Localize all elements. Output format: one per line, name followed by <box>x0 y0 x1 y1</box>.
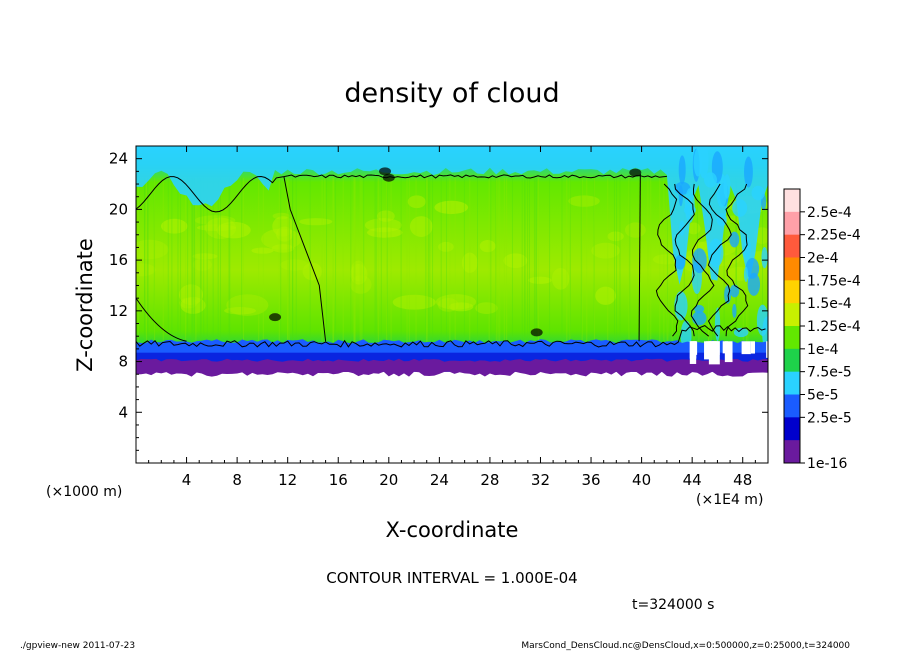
time-label: t=324000 s <box>632 597 714 613</box>
colorbar-segment <box>784 326 800 350</box>
x-unit-label: (×1E4 m) <box>696 492 763 508</box>
colorbar-label: 1e-4 <box>807 342 839 358</box>
colorbar-segment <box>784 189 800 213</box>
colorbar-label: 1e-16 <box>807 456 847 472</box>
contour-interval-label: CONTOUR INTERVAL = 1.000E-04 <box>326 569 577 587</box>
y-tick-label: 16 <box>109 251 128 269</box>
colorbar-segment <box>784 211 800 236</box>
cloud-base <box>136 357 768 377</box>
y-axis-label: Z-coordinate <box>73 238 97 372</box>
y-tick-label: 8 <box>118 353 128 371</box>
cloud-body <box>136 146 768 372</box>
x-tick-label: 44 <box>683 471 702 489</box>
x-tick-label: 40 <box>632 471 651 489</box>
y-tick-label: 4 <box>118 403 128 421</box>
x-tick-label: 4 <box>182 471 192 489</box>
colorbar-segment <box>784 440 800 464</box>
colorbar-segment <box>784 303 800 327</box>
x-axis-label: X-coordinate <box>386 518 519 542</box>
colorbar-segment <box>784 348 800 373</box>
chart-title: density of cloud <box>344 78 559 109</box>
y-tick-label: 12 <box>109 302 128 320</box>
colorbar-label: 1.25e-4 <box>807 319 861 335</box>
contour-line-lower <box>136 325 766 348</box>
x-tick-label: 8 <box>232 471 242 489</box>
y-tick-label: 24 <box>109 150 128 168</box>
x-tick-label: 20 <box>379 471 398 489</box>
footer-left: ./gpview-new 2011-07-23 <box>20 641 136 651</box>
colorbar-label: 7.5e-5 <box>807 365 852 381</box>
colorbar-label: 2.5e-5 <box>807 410 852 426</box>
colorbar-label: 1.75e-4 <box>807 273 861 289</box>
x-tick-label: 12 <box>278 471 297 489</box>
colorbar-segment <box>784 257 800 281</box>
colorbar-segment <box>784 417 800 441</box>
contour-line-upper <box>136 174 667 213</box>
x-tick-label: 28 <box>480 471 499 489</box>
colorbar-label: 5e-5 <box>807 388 838 404</box>
y-unit-label: (×1000 m) <box>46 484 122 500</box>
colorbar-label: 2e-4 <box>807 251 839 267</box>
colorbar-label: 2.5e-4 <box>807 205 852 221</box>
x-tick-label: 36 <box>581 471 600 489</box>
x-tick-label: 16 <box>329 471 348 489</box>
colorbar-segment <box>784 371 800 395</box>
plot-area <box>135 145 769 464</box>
colorbar-label: 1.5e-4 <box>807 296 852 312</box>
colorbar-segment <box>784 394 800 418</box>
x-tick-label: 48 <box>733 471 752 489</box>
colorbar-segment <box>784 280 800 304</box>
colorbar-segment <box>784 234 800 258</box>
colorbar-label: 2.25e-4 <box>807 228 861 244</box>
colorbar: 2.5e-4 2.25e-4 2e-4 1.75e-4 1.5e-4 1.25e-4 1e-… <box>783 188 861 472</box>
x-tick-label: 24 <box>430 471 449 489</box>
footer-right: MarsCond_DensCloud.nc@DensCloud,x=0:5000… <box>521 641 850 651</box>
y-tick-label: 20 <box>109 200 128 218</box>
x-tick-label: 32 <box>531 471 550 489</box>
